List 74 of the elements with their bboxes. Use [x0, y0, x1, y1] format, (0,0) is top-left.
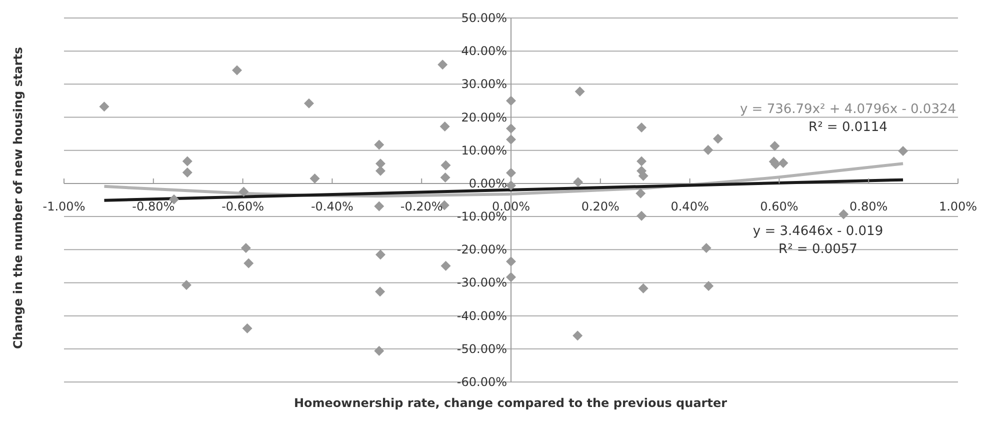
point [182, 156, 192, 166]
x-tick-label: 0.80% [850, 199, 888, 214]
point [240, 242, 251, 253]
annotation: y = 736.79x² + 4.0796x - 0.0324 [738, 102, 958, 117]
y-axis-title: Change in the number of new housing starts [11, 47, 25, 349]
y-tick-label: 0.00% [468, 176, 507, 190]
x-tick-label: -1.00% [42, 199, 86, 214]
point [374, 201, 384, 212]
point [375, 286, 386, 297]
point [506, 180, 516, 190]
point [572, 330, 583, 341]
point [636, 156, 647, 166]
point [506, 96, 516, 106]
point [374, 346, 384, 356]
point [375, 250, 386, 260]
y-tick-label: -60.00% [456, 375, 507, 389]
y-tick-label: -40.00% [456, 308, 507, 323]
point [182, 168, 192, 178]
point [238, 186, 249, 197]
point [506, 272, 516, 282]
y-tick-label: 50.00% [461, 11, 507, 25]
point [701, 242, 712, 253]
point [244, 258, 254, 268]
y-tick-label: 40.00% [461, 44, 507, 58]
point [898, 146, 908, 156]
y-tick-label: -20.00% [456, 242, 507, 257]
point [638, 283, 648, 294]
point [506, 168, 516, 178]
x-axis-title: Homeownership rate, change compared to the previous quarter [292, 396, 728, 410]
point [440, 122, 450, 132]
annotation: R² = 0.0057 [778, 242, 858, 257]
point [375, 158, 386, 169]
point [506, 256, 516, 267]
point [636, 210, 647, 221]
point [838, 209, 849, 220]
point [703, 145, 714, 156]
point [438, 60, 448, 70]
annotation: R² = 0.0114 [808, 120, 888, 135]
point [573, 177, 584, 188]
point [242, 323, 252, 334]
y-tick-label: 10.00% [461, 143, 507, 158]
point [770, 141, 780, 152]
point [181, 280, 192, 290]
point [506, 124, 516, 134]
point [375, 166, 386, 176]
y-tick-label: -10.00% [456, 210, 507, 224]
x-tick-label: -0.20% [400, 199, 443, 214]
point [440, 160, 451, 170]
point [310, 173, 320, 184]
point [440, 260, 451, 271]
point [440, 172, 450, 182]
x-tick-label: 1.00% [938, 199, 978, 214]
point [374, 140, 384, 150]
point [99, 102, 110, 112]
point [506, 134, 516, 144]
x-tick-label: -0.40% [310, 199, 354, 214]
point [232, 65, 242, 76]
annotation: y = 3.4646x - 0.019 [752, 224, 884, 239]
x-tick-label: 0.20% [581, 199, 620, 214]
point [636, 122, 647, 133]
point [636, 188, 646, 198]
point [778, 158, 788, 168]
point [304, 98, 314, 108]
point [574, 86, 585, 96]
x-tick-label: 0.40% [670, 199, 709, 214]
point [712, 134, 723, 144]
point [704, 281, 714, 292]
y-tick-label: 30.00% [461, 77, 507, 92]
y-tick-label: 20.00% [461, 110, 507, 124]
x-tick-label: -0.80% [132, 199, 175, 214]
x-tick-label: -0.60% [222, 199, 264, 214]
y-tick-label: -30.00% [456, 276, 507, 290]
x-tick-label: 0.60% [760, 199, 798, 214]
y-tick-label: -50.00% [456, 342, 507, 356]
